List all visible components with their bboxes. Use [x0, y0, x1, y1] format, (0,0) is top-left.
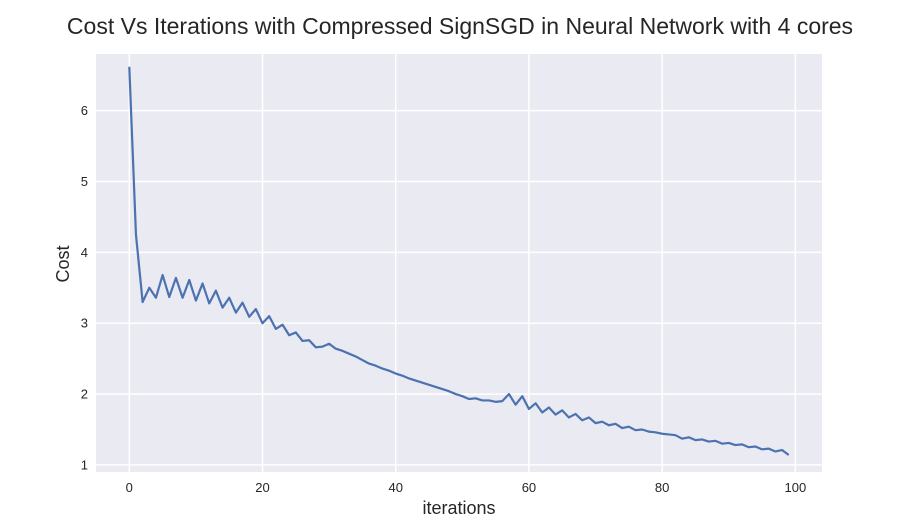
x-tick-labels: 0 20 40 60 80 100 — [126, 480, 807, 495]
x-tick-label: 60 — [522, 480, 536, 495]
cost-series-line — [128, 66, 790, 456]
y-tick-label: 6 — [81, 103, 88, 118]
y-tick-label: 1 — [81, 457, 88, 472]
y-tick-label: 3 — [81, 316, 88, 331]
x-tick-label: 0 — [126, 480, 133, 495]
plot-area — [96, 54, 822, 472]
x-tick-label: 100 — [785, 480, 807, 495]
x-axis-label: iterations — [422, 498, 495, 518]
y-tick-label: 2 — [81, 387, 88, 402]
y-tick-labels: 1 2 3 4 5 6 — [81, 103, 88, 472]
y-tick-label: 4 — [81, 245, 88, 260]
y-axis-label: Cost — [53, 245, 73, 282]
chart-title: Cost Vs Iterations with Compressed SignS… — [67, 13, 853, 39]
y-gridlines — [96, 109, 822, 466]
y-tick-label: 5 — [81, 174, 88, 189]
x-gridlines — [128, 54, 797, 472]
x-tick-label: 40 — [388, 480, 402, 495]
x-tick-label: 20 — [255, 480, 269, 495]
x-tick-label: 80 — [655, 480, 669, 495]
